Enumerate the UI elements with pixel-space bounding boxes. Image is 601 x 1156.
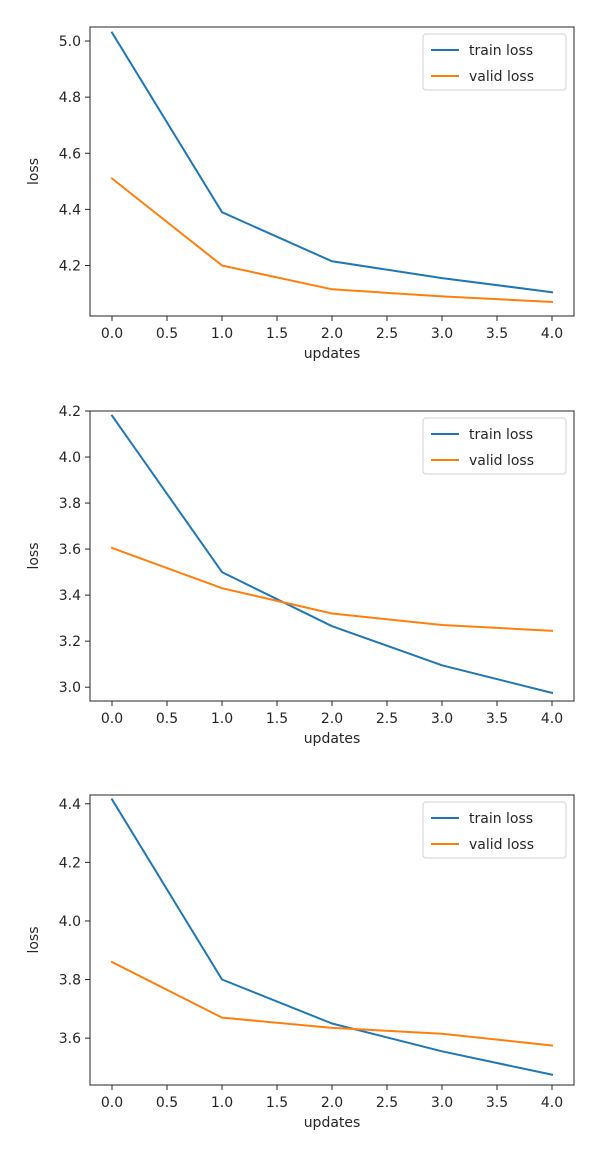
x-axis-label: updates bbox=[304, 346, 361, 362]
y-tick-label: 5.0 bbox=[59, 34, 81, 50]
x-tick-label: 0.0 bbox=[101, 326, 123, 342]
x-tick-label: 3.5 bbox=[486, 326, 508, 342]
x-tick-label: 0.5 bbox=[156, 711, 178, 727]
chart-3: 0.0 0.5 1.0 1.5 2.0 2.5 3.0 3.5 4.0 3.6 3.8 4.0 4.2 4… bbox=[26, 794, 575, 1131]
y-axis-label: loss bbox=[26, 542, 42, 569]
y-axis-label: loss bbox=[26, 926, 42, 953]
series-line-valid-loss bbox=[110, 546, 554, 632]
y-tick-label: 3.2 bbox=[59, 634, 81, 650]
y-tick-label: 3.6 bbox=[59, 542, 81, 558]
y-tick-label: 4.0 bbox=[59, 450, 81, 466]
legend: train loss valid loss bbox=[422, 417, 567, 475]
y-tick-label: 3.0 bbox=[59, 680, 81, 696]
legend-label: train loss bbox=[469, 427, 533, 443]
legend-label: valid loss bbox=[469, 69, 534, 85]
legend-label: train loss bbox=[469, 43, 533, 59]
y-tick-label: 4.0 bbox=[59, 914, 81, 930]
y-tick-label: 4.4 bbox=[59, 202, 81, 218]
x-tick-label: 4.0 bbox=[541, 1095, 563, 1111]
x-tick-label: 0.5 bbox=[156, 326, 178, 342]
x-tick-label: 3.0 bbox=[431, 326, 453, 342]
series-line-train-loss bbox=[110, 414, 554, 695]
series-line-valid-loss bbox=[110, 177, 554, 304]
y-tick-label: 4.2 bbox=[59, 258, 81, 274]
x-tick-label: 2.5 bbox=[376, 1095, 398, 1111]
series-line-train-loss bbox=[110, 798, 554, 1076]
series-line-train-loss bbox=[110, 31, 554, 294]
y-tick-label: 3.6 bbox=[59, 1031, 81, 1047]
x-tick-label: 2.5 bbox=[376, 326, 398, 342]
x-tick-label: 1.5 bbox=[266, 711, 288, 727]
y-tick-label: 4.8 bbox=[59, 90, 81, 106]
legend-label: train loss bbox=[469, 811, 533, 827]
x-tick-label: 0.5 bbox=[156, 1095, 178, 1111]
x-tick-label: 2.5 bbox=[376, 711, 398, 727]
y-axis-label: loss bbox=[26, 158, 42, 185]
x-tick-label: 0.0 bbox=[101, 711, 123, 727]
x-tick-label: 2.0 bbox=[321, 711, 343, 727]
legend-label: valid loss bbox=[469, 453, 534, 469]
y-tick-label: 4.4 bbox=[59, 797, 81, 813]
legend: train loss valid loss bbox=[422, 33, 567, 91]
x-tick-label: 3.5 bbox=[486, 1095, 508, 1111]
series-line-valid-loss bbox=[110, 960, 554, 1047]
x-tick-label: 3.0 bbox=[431, 1095, 453, 1111]
legend: train loss valid loss bbox=[422, 801, 567, 859]
x-tick-label: 3.0 bbox=[431, 711, 453, 727]
y-tick-label: 4.2 bbox=[59, 855, 81, 871]
y-tick-label: 3.8 bbox=[59, 973, 81, 989]
legend-label: valid loss bbox=[469, 837, 534, 853]
x-tick-label: 2.0 bbox=[321, 326, 343, 342]
x-tick-label: 1.0 bbox=[211, 1095, 233, 1111]
x-axis-label: updates bbox=[304, 1115, 361, 1131]
x-tick-label: 1.0 bbox=[211, 711, 233, 727]
x-tick-label: 1.5 bbox=[266, 1095, 288, 1111]
y-tick-label: 3.8 bbox=[59, 496, 81, 512]
x-tick-label: 4.0 bbox=[541, 711, 563, 727]
y-tick-label: 4.2 bbox=[59, 404, 81, 420]
chart-1: 0.0 0.5 1.0 1.5 2.0 2.5 3.0 3.5 4.0 4.2 4.4 4.6 4.8 5… bbox=[26, 26, 575, 362]
x-tick-label: 3.5 bbox=[486, 711, 508, 727]
x-tick-label: 4.0 bbox=[541, 326, 563, 342]
x-axis-label: updates bbox=[304, 731, 361, 747]
x-tick-label: 1.5 bbox=[266, 326, 288, 342]
x-tick-label: 1.0 bbox=[211, 326, 233, 342]
x-tick-label: 0.0 bbox=[101, 1095, 123, 1111]
x-tick-label: 2.0 bbox=[321, 1095, 343, 1111]
y-tick-label: 3.4 bbox=[59, 588, 81, 604]
chart-2: 0.0 0.5 1.0 1.5 2.0 2.5 3.0 3.5 4.0 3.0 3.2 3.4 3.6 3… bbox=[26, 404, 575, 747]
y-tick-label: 4.6 bbox=[59, 146, 81, 162]
